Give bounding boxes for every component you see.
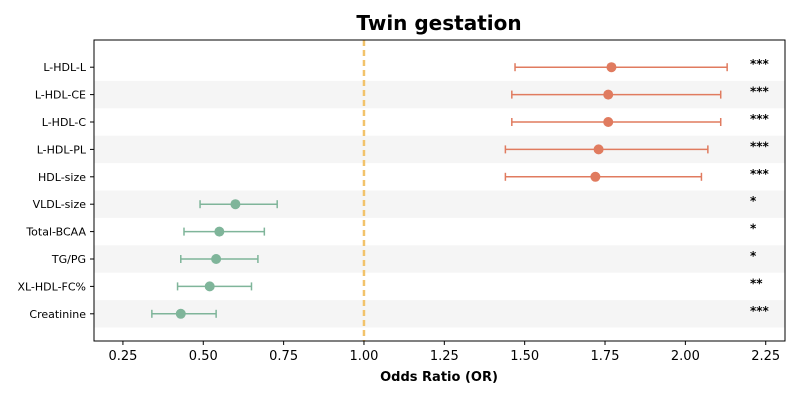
x-axis: 0.25 0.50 0.75 1.00 1.25 1.50 1.75 2.00 2.25: [108, 341, 780, 364]
x-tick-label: 1.75: [591, 349, 620, 364]
x-tick-label: 1.00: [349, 349, 378, 364]
or-point: [204, 281, 215, 292]
y-tick-label: XL-HDL-FC%: [17, 280, 86, 293]
y-axis: L-HDL-L L-HDL-CE L-HDL-C L-HDL-PL HDL-size VL…: [17, 61, 94, 321]
or-point: [230, 199, 241, 210]
or-point: [606, 62, 617, 73]
plot-frame: [93, 39, 786, 342]
significance-label: ***: [750, 112, 770, 126]
significance-label: *: [750, 249, 757, 263]
significance-label: ***: [750, 139, 770, 153]
significance-label: ***: [750, 57, 770, 71]
or-point: [211, 254, 222, 264]
y-tick-label: L-HDL-L: [43, 61, 87, 74]
significance-label: ***: [750, 304, 770, 318]
y-tick-label: Creatinine: [29, 308, 86, 321]
y-tick-label: HDL-size: [38, 171, 86, 184]
significance-label: ***: [750, 167, 770, 181]
chart-title: Twin gestation: [356, 11, 521, 35]
or-point: [590, 171, 601, 182]
y-tick-label: VLDL-size: [33, 198, 87, 211]
y-tick-label: TG/PG: [51, 253, 86, 266]
or-point: [214, 226, 225, 237]
or-point: [175, 308, 186, 319]
significance-label: *: [750, 194, 757, 208]
significance-label: **: [750, 276, 763, 290]
y-tick-label: L-HDL-PL: [37, 143, 87, 156]
x-tick-label: 1.50: [510, 349, 539, 364]
plot-marks: ***********************: [151, 57, 770, 319]
significance-label: ***: [750, 85, 770, 99]
or-point: [593, 144, 604, 155]
x-tick-label: 0.50: [189, 349, 218, 364]
or-point: [603, 89, 614, 100]
y-tick-label: Total-BCAA: [25, 226, 86, 239]
x-tick-label: 0.75: [269, 349, 298, 364]
x-tick-label: 0.25: [108, 349, 137, 364]
y-tick-label: L-HDL-CE: [35, 89, 86, 102]
x-axis-label: Odds Ratio (OR): [380, 370, 498, 385]
x-tick-label: 2.00: [671, 349, 700, 364]
row-stripe: [94, 190, 785, 218]
significance-label: *: [750, 222, 757, 236]
row-stripes: [94, 80, 785, 328]
x-tick-label: 2.25: [751, 349, 780, 364]
or-point: [603, 117, 614, 127]
y-tick-label: L-HDL-C: [42, 116, 87, 129]
x-tick-label: 1.25: [430, 349, 459, 364]
